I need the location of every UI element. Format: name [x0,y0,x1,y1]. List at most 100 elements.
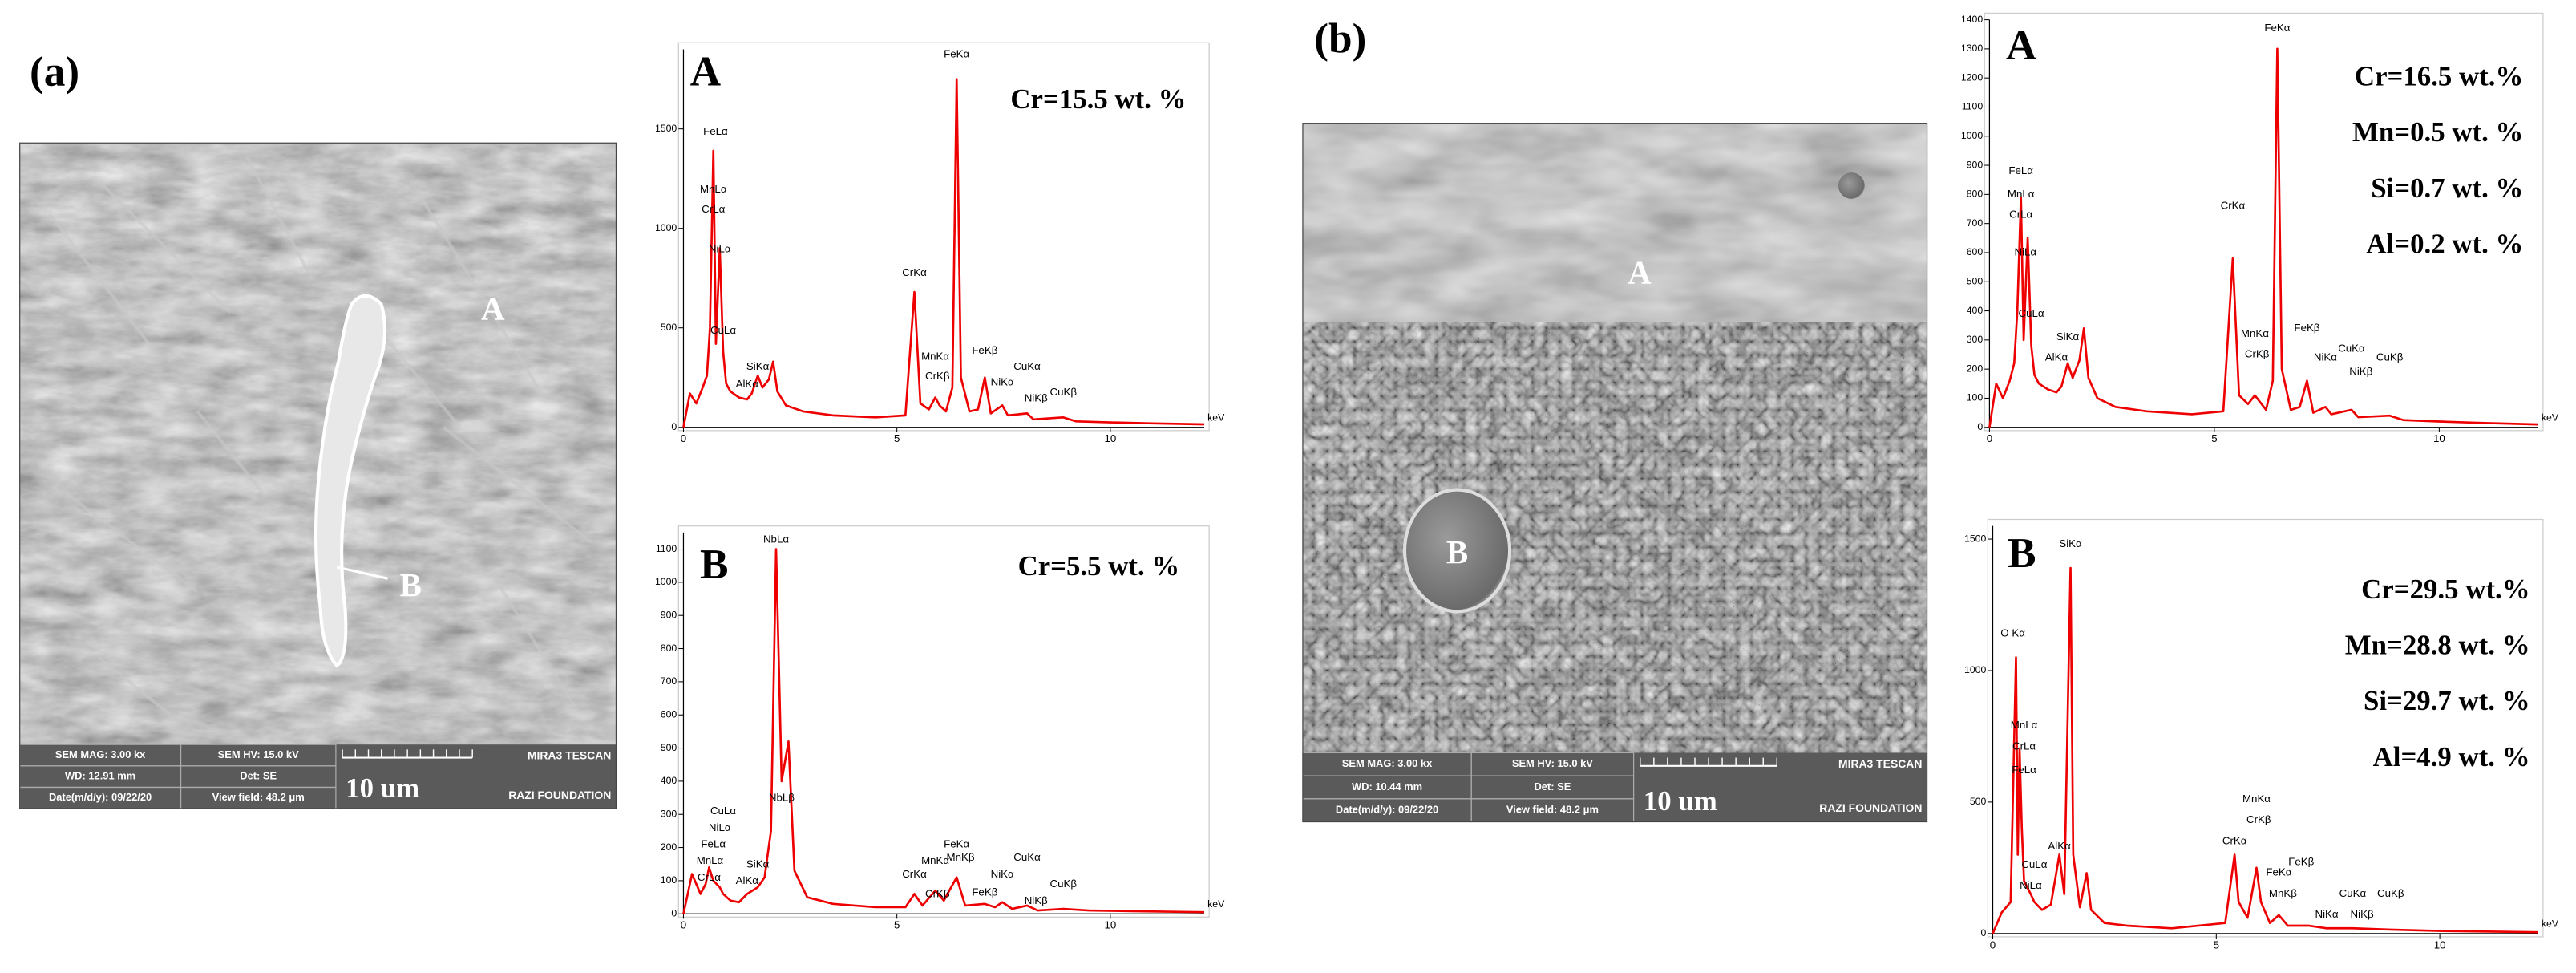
y-tick-label: 200 [661,841,677,853]
composition: Al=0.2 wt. % [2366,229,2523,260]
peak-label: CuLα [710,805,736,817]
spectrum-title: B [700,541,729,588]
peak-label: SiKα [2059,537,2082,549]
y-tick-label: 300 [661,808,677,819]
composition: Cr=29.5 wt.% [2361,574,2529,605]
panel-label: (b) [1314,15,1366,63]
peak-label: FeLα [701,838,726,850]
x-axis-label: keV [1207,412,1225,424]
sem-frame [19,142,617,809]
x-axis-label: keV [1207,898,1225,910]
peak-label: MnLα [700,183,727,195]
y-tick-label: 400 [1967,305,1984,316]
y-tick-label: 700 [1967,217,1984,229]
peak-label: FeKα [2264,22,2290,34]
peak-label: NiLα [709,821,731,833]
peak-label: SiKα [2056,330,2080,343]
peak-label: CuKβ [1050,878,1078,890]
x-tick-label: 0 [1990,939,1996,951]
peak-label: NiLα [2014,246,2036,258]
peak-label: CrLα [702,203,725,215]
y-tick-label: 600 [661,708,677,720]
peak-label: FeKα [2266,866,2291,878]
y-tick-label: 0 [671,421,677,432]
y-tick-label: 100 [661,874,677,886]
peak-label: MnKα [921,350,949,362]
y-tick-label: 900 [661,609,677,620]
peak-label: MnKβ [2269,887,2297,899]
peak-label: NiKβ [2349,365,2372,377]
brand-text: RAZI FOUNDATION [508,789,611,801]
particle [313,294,387,668]
sem-frame [1302,123,1928,823]
scale-bar-label: 10 um [1644,785,1717,817]
peak-label: CrKα [902,266,927,278]
peak-label: O Kα [2000,626,2025,639]
peak-label: MnKβ [947,851,975,863]
peak-label: NbLβ [769,792,795,804]
y-tick-label: 1500 [655,123,677,134]
plot-frame [1984,12,2544,432]
y-tick-label: 100 [1967,392,1984,403]
x-tick-label: 10 [1104,919,1116,931]
info-text: SEM MAG: 3.00 kx [1342,757,1433,769]
peak-label: CrKβ [2246,813,2271,825]
peak-label: CuLα [2019,307,2044,319]
composition: Mn=28.8 wt. % [2345,629,2530,660]
x-tick-label: 5 [894,919,900,931]
peak-label: MnKα [2241,327,2269,339]
info-text: View field: 48.2 μm [212,791,305,803]
scale-bar-label: 10 um [346,772,419,804]
composition: Cr=16.5 wt.% [2355,61,2523,92]
peak-label: AlKα [2045,351,2068,363]
y-tick-label: 300 [1967,334,1984,345]
peak-label: MnLα [697,854,724,866]
peak-label: FeKα [944,47,969,59]
peak-label: FeKβ [972,886,997,898]
info-text: Det: SE [240,770,277,782]
sem-texture [1302,322,1927,753]
peak-label: CuKα [2338,342,2365,354]
brand-text: RAZI FOUNDATION [1819,801,1922,814]
composition: Mn=0.5 wt. % [2352,116,2523,148]
y-tick-label: 400 [661,775,677,786]
region-label: B [1446,533,1468,570]
peak-label: MnKα [2242,793,2271,805]
peak-label: FeLα [703,125,728,137]
y-tick-label: 1000 [655,576,677,587]
composition: Si=29.7 wt. % [2364,685,2530,716]
y-tick-label: 0 [1980,927,1986,939]
peak-label: NiKβ [2351,908,2374,920]
x-axis-label: keV [2542,412,2559,424]
peak-label: FeLα [2008,164,2033,176]
peak-label: AlKα [736,378,759,390]
composition: Si=0.7 wt. % [2371,172,2523,204]
peak-label: NiKα [2315,908,2338,920]
info-bar [19,744,617,809]
peak-label: FeKβ [2294,322,2319,334]
peak-label: FeKβ [2288,856,2314,868]
x-axis-label: keV [2542,918,2559,930]
info-text: Date(m/d/y): 09/22/20 [49,791,152,803]
x-tick-label: 10 [2433,432,2445,444]
spectrum-line [1988,47,2538,428]
info-text: SEM MAG: 3.00 kx [55,748,146,760]
y-tick-label: 500 [1967,276,1984,287]
info-text: Det: SE [1534,780,1571,793]
peak-label: NiKβ [1025,391,1048,403]
peak-label: CrKβ [925,888,950,900]
lath-lines [47,155,592,725]
x-tick-label: 5 [2211,432,2217,444]
composition: Al=4.9 wt. % [2373,741,2530,772]
x-tick-label: 0 [681,919,686,931]
peak-label: CrKα [902,868,927,880]
x-tick-label: 0 [1987,432,1992,444]
info-text: Date(m/d/y): 09/22/20 [1336,804,1438,816]
plot-frame [677,525,1210,918]
y-tick-label: 600 [1967,246,1984,257]
peak-label: CrKα [2221,200,2246,212]
peak-label: MnLα [2011,719,2038,731]
peak-label: CuLα [2021,858,2047,870]
peak-label: FeLα [2012,764,2036,776]
spectrum-line [682,548,1205,914]
